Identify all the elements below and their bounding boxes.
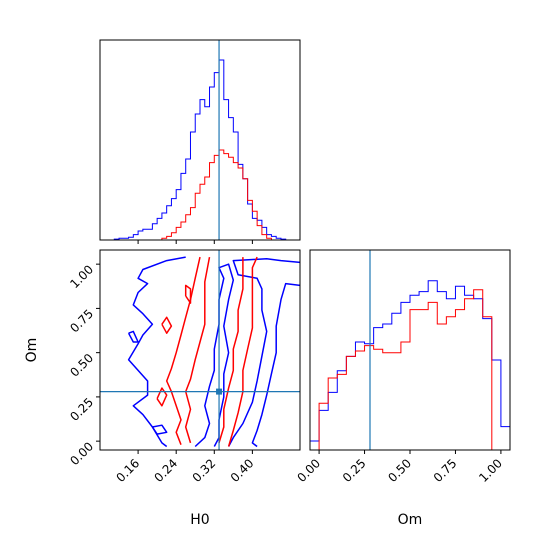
contour-red-inner <box>156 387 168 407</box>
contour-x-tick-label: 0.40 <box>228 456 257 485</box>
om-histogram-panel: 0.00 0.25 0.50 0.75 1.00 Om <box>294 249 511 528</box>
h0-om-contour-panel: 0.16 0.24 0.32 0.40 0.00 0.25 0.50 0.75 1.00 H0… <box>24 249 301 528</box>
om-x-tick-label: 0.00 <box>294 456 323 485</box>
h0-histogram-frame <box>99 39 301 241</box>
contour-y-tick-label: 0.50 <box>67 351 96 380</box>
histogram-series-blue <box>104 59 300 241</box>
contour-y-tick-label: 0.00 <box>67 439 96 468</box>
contour-truth-lines <box>100 250 300 450</box>
contour-truth-marker <box>216 388 223 395</box>
histogram-series-red <box>104 149 300 241</box>
contour-red-inner <box>184 256 211 444</box>
y-axis-label-om: Om <box>24 338 40 363</box>
x-axis-label-om: Om <box>398 512 423 528</box>
contour-red-inner <box>218 257 244 444</box>
contour-blue-inner <box>127 330 139 343</box>
contour-blue-inner <box>151 424 168 435</box>
contour-red-inner <box>184 284 192 304</box>
om-x-tick-label: 0.75 <box>431 456 460 485</box>
contour-x-tick-label: 0.16 <box>113 456 142 485</box>
contour-x-tick-label: 0.32 <box>190 456 219 485</box>
contour-y-tick-label: 1.00 <box>67 262 96 291</box>
contour-x-tick-label: 0.24 <box>152 456 181 485</box>
h0-histogram-panel <box>99 39 301 244</box>
contour-x-ticks: 0.16 0.24 0.32 0.40 <box>113 450 257 485</box>
om-x-tick-label: 0.25 <box>340 456 369 485</box>
contour-red-outer <box>227 256 258 447</box>
x-axis-label-h0: H0 <box>190 512 209 528</box>
contour-lines <box>127 256 300 448</box>
contour-frame <box>99 249 301 451</box>
h0-histogram-ticks <box>137 240 253 244</box>
contour-red-outer <box>165 256 201 445</box>
contour-red-inner <box>161 316 173 334</box>
contour-y-tick-label: 0.25 <box>67 395 96 424</box>
om-x-ticks: 0.00 0.25 0.50 0.75 1.00 <box>294 450 505 485</box>
om-histogram-frame <box>309 249 511 451</box>
contour-blue-outer <box>127 256 186 448</box>
om-x-tick-label: 0.50 <box>385 456 414 485</box>
histogram-series-blue <box>310 280 510 450</box>
contour-y-ticks: 0.00 0.25 0.50 0.75 1.00 <box>67 262 100 468</box>
contour-y-tick-label: 0.75 <box>67 307 96 336</box>
om-histogram-series <box>310 280 510 450</box>
histogram-series-red <box>310 289 510 450</box>
contour-blue-outer <box>227 258 300 447</box>
om-x-tick-label: 1.00 <box>476 456 505 485</box>
contour-blue-outer <box>251 282 300 448</box>
h0-histogram-series <box>104 59 300 241</box>
contour-blue-inner <box>194 263 235 448</box>
